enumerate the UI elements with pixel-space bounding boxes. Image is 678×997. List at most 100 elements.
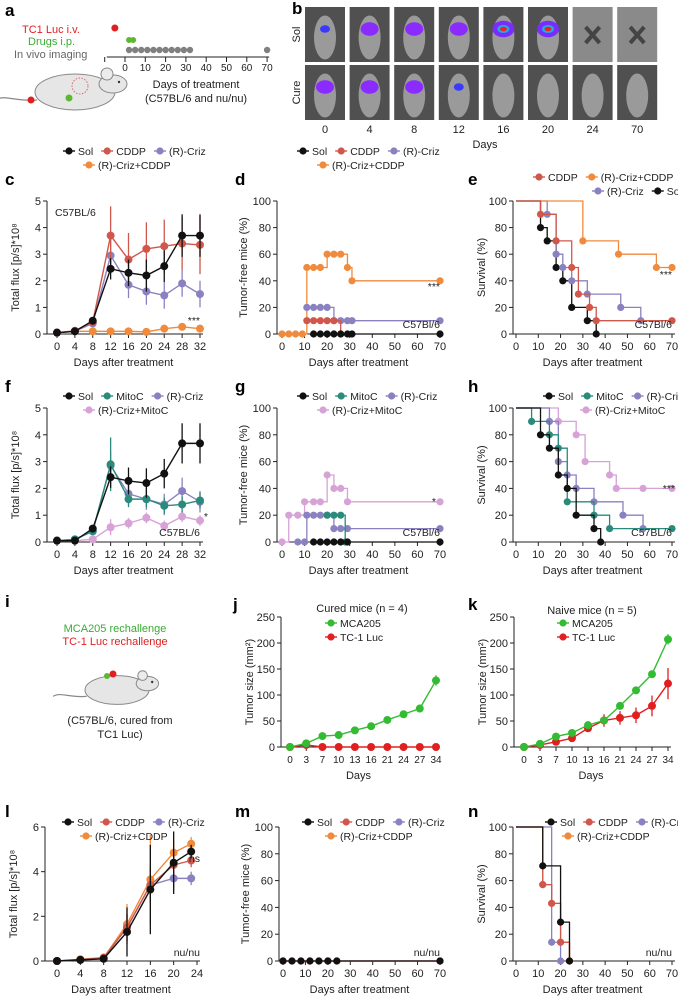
y-tick-label: 60 [261, 876, 273, 888]
legend-label: TC-1 Luc [340, 632, 383, 644]
panel-letter: l [5, 802, 10, 821]
series-line [523, 639, 669, 748]
imaging-dot [168, 46, 175, 54]
x-tick-label: 10 [532, 968, 544, 980]
series--r-criz-cddp [278, 250, 444, 338]
legend-swatch-dot [564, 832, 572, 840]
tail-vein-dot [27, 96, 35, 104]
y-tick-label: 20 [261, 929, 273, 941]
y-tick-label: 100 [253, 196, 271, 208]
legend-item: MitoC [335, 391, 378, 403]
data-point [348, 277, 356, 285]
data-point [310, 263, 318, 272]
data-point [297, 957, 305, 965]
data-point [568, 728, 576, 737]
x-tick-label: 24 [398, 755, 410, 766]
mouse-silhouette [358, 15, 381, 60]
legend-label: CDDP [355, 817, 385, 829]
survival-curve [516, 200, 672, 322]
series--r-criz-cddp [516, 826, 574, 965]
y-axis-label: Survival (%) [476, 445, 488, 504]
data-point [123, 927, 131, 936]
chart-e: 0 20 40 60 80 100 0 10 20 30 40 50 60 70 Days after tr… [476, 172, 678, 369]
data-point [436, 317, 444, 325]
legend-label: CDDP [116, 146, 146, 158]
imaging-dot [180, 46, 188, 54]
survival-curve [516, 407, 672, 530]
mca205-dot [104, 673, 110, 679]
mouse-silhouette [447, 15, 470, 60]
tc1-dot [109, 670, 117, 678]
panel-letter: m [235, 802, 250, 821]
legend-label: (R)-Criz+CDDP [340, 831, 413, 843]
signal-blob [453, 83, 464, 91]
series--r-criz [516, 200, 645, 325]
data-point [536, 224, 545, 232]
data-point [160, 521, 169, 530]
chart-d: 0 20 40 60 80 100 0 10 20 30 40 50 60 70 Days after tr… [238, 146, 446, 369]
legend-label: (R)-Criz [647, 391, 678, 403]
signal-blob [360, 22, 379, 36]
y-tick-label: 150 [257, 664, 275, 676]
data-point [572, 511, 580, 519]
x-tick-label: 40 [599, 549, 611, 561]
legend-swatch-dot [82, 832, 90, 840]
data-point [367, 722, 376, 731]
significance-label: *** [428, 281, 440, 293]
data-point [350, 726, 359, 735]
data-point [436, 498, 444, 506]
series--r-criz [303, 303, 444, 325]
data-point [617, 303, 625, 311]
x-tick-label: 70 [666, 968, 678, 980]
x-tick-label: 16 [122, 341, 134, 353]
series-sol [310, 538, 444, 546]
data-point [196, 231, 204, 240]
data-point [323, 538, 331, 546]
y-tick-label: 3 [35, 249, 41, 261]
y-tick-label: 80 [495, 223, 507, 235]
data-point [367, 743, 376, 751]
legend-swatch-dot [547, 818, 555, 826]
signal-core [499, 26, 507, 32]
mouse-silhouette [358, 73, 381, 118]
x-axis-label: Days after treatment [543, 984, 643, 996]
legend-item: CDDP [583, 817, 628, 829]
y-tick-label: 200 [257, 638, 275, 650]
x-tick-label: 21 [614, 755, 626, 766]
x-tick-label: 70 [434, 968, 446, 980]
data-point [316, 511, 324, 519]
x-tick-label: 0 [279, 549, 285, 561]
data-point [323, 471, 331, 479]
data-point [337, 484, 345, 492]
legend-label: MitoC [350, 391, 378, 403]
data-point [169, 858, 178, 867]
data-point [579, 237, 587, 245]
y-tick-label: 50 [263, 716, 275, 728]
imaging-dot [174, 46, 181, 54]
y-tick-label: 3 [35, 457, 41, 469]
x-tick-label: 34 [662, 755, 674, 766]
legend-swatch-dot [299, 147, 307, 155]
data-point [648, 701, 656, 710]
y-axis-label: Survival (%) [476, 864, 488, 923]
data-point [330, 538, 338, 546]
x-tick-label: 24 [158, 341, 170, 353]
data-point [334, 731, 343, 740]
data-point [187, 847, 196, 856]
data-point [632, 711, 640, 720]
y-tick-label: 80 [259, 223, 271, 235]
x-tick-label: 7 [320, 755, 326, 766]
data-point [300, 538, 309, 546]
x-tick-label: 50 [621, 341, 633, 353]
x-tick-label: 4 [77, 968, 83, 980]
data-point [106, 264, 115, 273]
data-point [543, 237, 551, 245]
legend-swatch-dot [156, 147, 164, 155]
data-point [563, 498, 571, 506]
y-tick-label: 60 [495, 249, 507, 261]
data-point [559, 263, 567, 272]
legend-swatch-dot [390, 147, 398, 155]
legend-swatch-dot [638, 818, 646, 826]
y-tick-label: 100 [257, 690, 275, 702]
